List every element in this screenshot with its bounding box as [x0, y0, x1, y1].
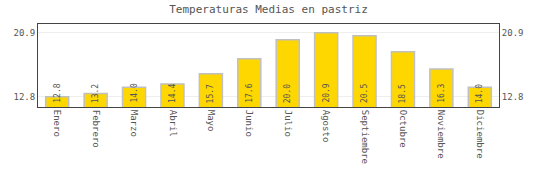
svg-text:13.2: 13.2 [91, 84, 100, 103]
svg-text:Octubre: Octubre [398, 110, 408, 148]
svg-text:12.8: 12.8 [502, 92, 524, 102]
svg-text:Diciembre: Diciembre [475, 110, 485, 159]
svg-text:Noviembre: Noviembre [436, 110, 446, 159]
svg-text:20.5: 20.5 [360, 84, 369, 103]
svg-text:14.0: 14.0 [475, 84, 484, 103]
svg-text:Agosto: Agosto [321, 110, 331, 143]
svg-text:Enero: Enero [52, 110, 62, 137]
svg-text:20.9: 20.9 [14, 28, 36, 38]
svg-text:20.0: 20.0 [283, 84, 292, 103]
svg-text:Febrero: Febrero [91, 110, 101, 148]
svg-text:14.0: 14.0 [130, 83, 139, 102]
svg-text:17.6: 17.6 [245, 83, 254, 102]
svg-text:18.5: 18.5 [398, 84, 407, 103]
svg-text:15.7: 15.7 [206, 84, 215, 103]
svg-text:12.8: 12.8 [53, 83, 62, 102]
svg-text:Abril: Abril [168, 110, 178, 137]
svg-text:Marzo: Marzo [129, 110, 139, 137]
svg-text:14.4: 14.4 [168, 84, 177, 103]
svg-text:20.9: 20.9 [502, 28, 524, 38]
svg-text:12.8: 12.8 [14, 92, 36, 102]
svg-text:Septiembre: Septiembre [360, 110, 370, 164]
svg-text:Junio: Junio [244, 110, 254, 137]
svg-text:Temperaturas Medias en pastriz: Temperaturas Medias en pastriz [169, 3, 368, 16]
svg-text:Julio: Julio [283, 110, 293, 137]
svg-text:20.9: 20.9 [322, 83, 331, 102]
svg-text:Mayo: Mayo [206, 110, 216, 132]
svg-text:16.3: 16.3 [437, 83, 446, 102]
